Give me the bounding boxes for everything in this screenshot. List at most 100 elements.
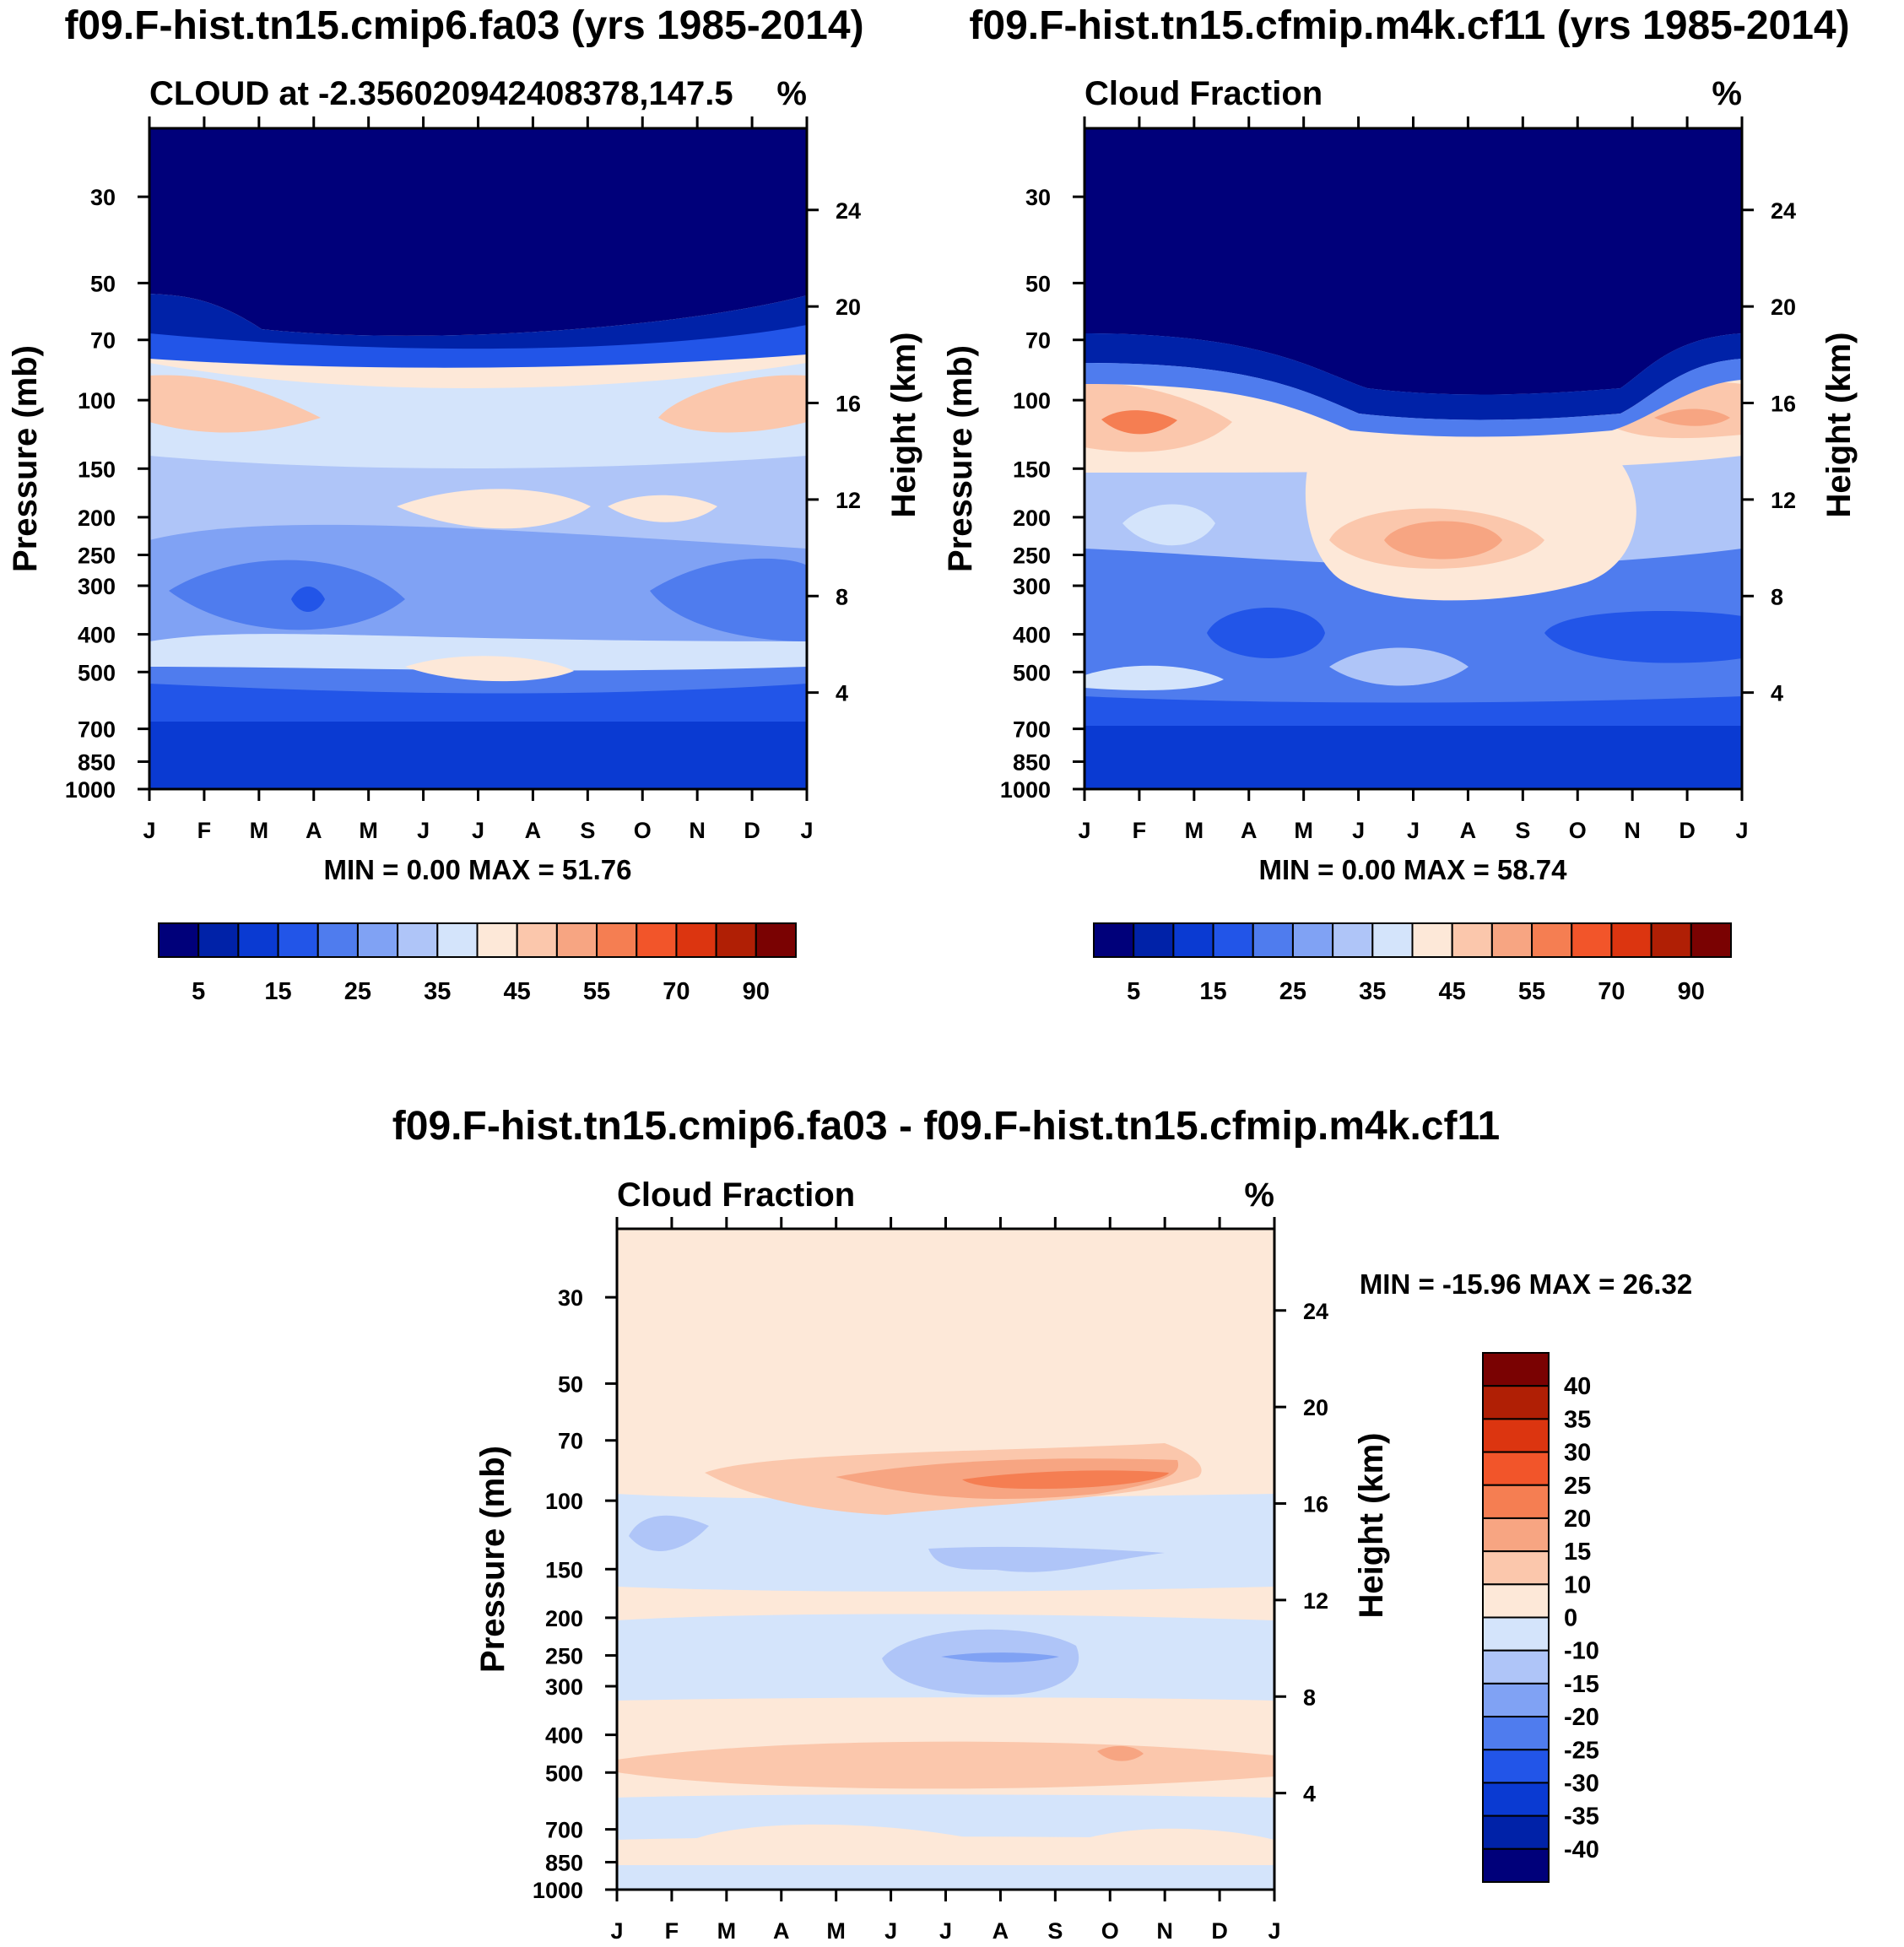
panel-3-colorbar-label: 35 bbox=[1564, 1406, 1591, 1433]
panel-1-colorbar-label: 25 bbox=[344, 978, 371, 1005]
panel-2-y2tick-label: 20 bbox=[1771, 295, 1796, 320]
panel-3-month-label: M bbox=[717, 1918, 737, 1944]
panel-2-y2tick-label: 12 bbox=[1771, 488, 1796, 513]
panel-3-month-label: S bbox=[1047, 1918, 1063, 1944]
panel-3-colorbar-box bbox=[1482, 1847, 1550, 1883]
panel-1-month-label: J bbox=[472, 818, 484, 843]
panel-2-month-label: J bbox=[1352, 818, 1365, 843]
panel-1-month-label: S bbox=[580, 818, 595, 843]
panel-2-colorbar-box bbox=[1490, 922, 1533, 958]
panel-1-ytick-label: 200 bbox=[78, 506, 116, 531]
panel-1-colorbar-box bbox=[158, 922, 200, 958]
panel-3-y2tick-label: 20 bbox=[1303, 1395, 1328, 1420]
panel-2-colorbar-box bbox=[1133, 922, 1175, 958]
panel-3-fill-bottom-warm-right bbox=[1080, 1828, 1274, 1867]
panel-2-ytick-label: 1000 bbox=[1000, 777, 1051, 803]
panel-3-y2tick-label: 16 bbox=[1303, 1492, 1328, 1517]
panel-3-colorbar-box bbox=[1482, 1484, 1550, 1519]
panel-3-ytick-label: 30 bbox=[558, 1285, 583, 1311]
panel-2-title: f09.F-hist.tn15.cfmip.m4k.cf11 (yrs 1985… bbox=[969, 3, 1849, 48]
panel-1-colorbar-box bbox=[237, 922, 279, 958]
panel-3-title: f09.F-hist.tn15.cmip6.fa03 - f09.F-hist.… bbox=[392, 1104, 1500, 1149]
panel-1-month-label: M bbox=[359, 818, 378, 843]
panel-2-fill-top bbox=[1085, 128, 1742, 395]
panel-2-ytick-label: 700 bbox=[1013, 717, 1051, 743]
panel-2-ytick-label: 200 bbox=[1013, 506, 1051, 531]
panel-1-colorbar-label: 55 bbox=[583, 978, 610, 1005]
panel-3-colorbar-label: -25 bbox=[1564, 1737, 1599, 1764]
panel-2-colorbar-box bbox=[1610, 922, 1652, 958]
panel-3-colorbar-box bbox=[1482, 1583, 1550, 1619]
panel-2-ytick-label: 30 bbox=[1025, 185, 1051, 210]
panel-2-ytick-label: 500 bbox=[1013, 660, 1051, 685]
panel-1-colorbar-label: 70 bbox=[663, 978, 690, 1005]
panel-2-colorbar: 5 15 25 35 45 55 70 90 bbox=[1093, 922, 1732, 1005]
panel-2-ytick-label: 300 bbox=[1013, 574, 1051, 599]
panel-1-month-label: A bbox=[525, 818, 542, 843]
panel-1-month-label: J bbox=[417, 818, 430, 843]
panel-3-colorbar-label: 40 bbox=[1564, 1373, 1591, 1400]
panel-3-colorbar-box bbox=[1482, 1814, 1550, 1850]
panel-3-ytick-label: 500 bbox=[545, 1760, 583, 1786]
panel-2-colorbar-box bbox=[1252, 922, 1294, 958]
panel-3-colorbar: 40 35 30 25 20 15 10 0 -10 -15 -20 -25 -30 -35 -40 bbox=[1482, 1352, 1599, 1883]
panel-2-fill-pale-left bbox=[1122, 504, 1215, 546]
panel-3-colorbar-label: 20 bbox=[1564, 1506, 1591, 1533]
panel-3-colorbar-box bbox=[1482, 1418, 1550, 1453]
panel-3-ytick-label: 70 bbox=[558, 1429, 583, 1454]
panel-1-colorbar-label: 15 bbox=[264, 978, 291, 1005]
panel-2-fill-pale-mid bbox=[1329, 647, 1469, 686]
panel-1-fill-upper-pale bbox=[149, 363, 807, 468]
panel-1-title: f09.F-hist.tn15.cmip6.fa03 (yrs 1985-201… bbox=[64, 3, 863, 48]
panel-1-fill-midlevel-core-right bbox=[650, 558, 807, 641]
panel-1-ytick-label: 150 bbox=[78, 457, 116, 482]
panel-1-colorbar-box bbox=[436, 922, 479, 958]
panel-2-colorbar-box bbox=[1371, 922, 1414, 958]
panel-3-colorbar-box bbox=[1482, 1782, 1550, 1817]
panel-2-colorbar-box bbox=[1411, 922, 1453, 958]
panel-3-ytick-label: 50 bbox=[558, 1371, 583, 1397]
panel-3-month-label: O bbox=[1101, 1918, 1119, 1944]
panel-3-colorbar-label: -10 bbox=[1564, 1638, 1599, 1665]
panel-3-colorbar-label: -15 bbox=[1564, 1671, 1599, 1698]
panel-3-ytick-label: 150 bbox=[545, 1557, 583, 1582]
panel-1-ytick-label: 400 bbox=[78, 623, 116, 648]
panel-3-colorbar-label: 25 bbox=[1564, 1473, 1591, 1500]
panel-2-units: % bbox=[1712, 75, 1742, 112]
panel-1-fill-tropopause-low bbox=[149, 325, 807, 368]
panel-1-colorbar-box bbox=[596, 922, 638, 958]
panel-1-y2label: Height (km) bbox=[885, 333, 922, 518]
panel-1-ytick-label: 500 bbox=[78, 660, 116, 685]
panel-1-fill-warm-patch-right bbox=[608, 495, 717, 522]
panel-1-fill-tropopause bbox=[149, 294, 807, 354]
panel-3-fill-upper-pale bbox=[617, 1494, 1274, 1592]
panel-3-colorbar-box bbox=[1482, 1749, 1550, 1784]
panel-3-fill-bottom-pale bbox=[617, 1865, 1274, 1890]
panel-3-y2label: Height (km) bbox=[1353, 1433, 1390, 1619]
panel-3-colorbar-box bbox=[1482, 1716, 1550, 1751]
panel-2-colorbar-label: 45 bbox=[1439, 978, 1466, 1005]
panel-3-colorbar-box bbox=[1482, 1517, 1550, 1553]
panel-1-y2tick-label: 8 bbox=[836, 584, 848, 609]
panel-1-ylabel: Pressure (mb) bbox=[7, 345, 44, 572]
panel-2-colorbar-box bbox=[1451, 922, 1493, 958]
panel-2-fill-core-left bbox=[1207, 608, 1325, 658]
panel-3-ytick-label: 200 bbox=[545, 1606, 583, 1631]
panel-2-ytick-label: 850 bbox=[1013, 749, 1051, 775]
panel-1-month-label: J bbox=[800, 818, 813, 843]
panel-1-colorbar-box bbox=[516, 922, 558, 958]
panel-1-colorbar-box bbox=[476, 922, 518, 958]
panel-3-month-label: J bbox=[884, 1918, 897, 1944]
panel-2-month-label: F bbox=[1133, 818, 1147, 843]
panel-2-fill-warm-inner bbox=[1384, 521, 1502, 560]
panel-2-fill-tropopause bbox=[1085, 333, 1742, 420]
panel-2-colorbar-box bbox=[1332, 922, 1374, 958]
panel-3-ytick-label: 400 bbox=[545, 1723, 583, 1749]
panel-2-fill-lower-pale bbox=[1085, 549, 1742, 703]
panel-3-colorbar-label: -20 bbox=[1564, 1704, 1599, 1731]
panel-3-ytick-label: 1000 bbox=[533, 1878, 583, 1903]
panel-1-ytick-label: 1000 bbox=[65, 777, 116, 803]
panel-1-axes: J F M A M J J A S O N D J 30 50 70 100 150 200 250 300 400 500… bbox=[7, 116, 922, 843]
panel-2-y2tick-label: 16 bbox=[1771, 392, 1796, 417]
panel-1-fill-warm-band bbox=[405, 656, 574, 682]
